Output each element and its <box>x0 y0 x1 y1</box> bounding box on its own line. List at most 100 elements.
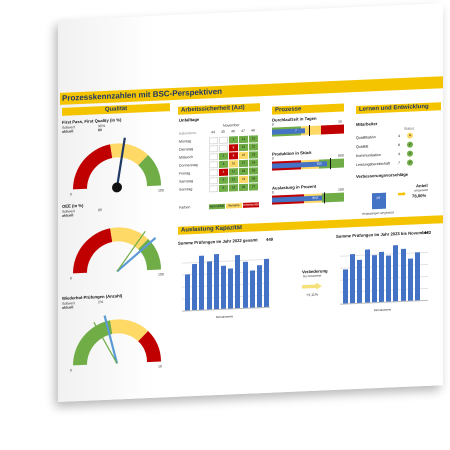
right-chart-plot <box>340 239 428 305</box>
heatmap-cell <box>209 169 218 177</box>
mitarbeiter-label: Mitarbeiter <box>356 121 378 127</box>
heatmap-day: Dienstag <box>179 147 194 152</box>
left-chart-bar <box>242 262 248 308</box>
right-chart-axis-label: Monatswerte <box>374 307 392 313</box>
gauge-needle <box>116 237 157 273</box>
gauge-min: 0 <box>70 276 72 281</box>
process-value: 500 <box>316 161 322 166</box>
heatmap-cell: 13 <box>229 184 238 192</box>
heatmap-cell: 18 <box>239 167 248 176</box>
left-chart-bar <box>185 274 190 311</box>
process-target-marker <box>329 158 331 170</box>
right-chart-bar <box>357 259 363 303</box>
left-chart-bar <box>228 268 234 309</box>
heatmap-day: Donnerstag <box>179 162 198 168</box>
gauge-segment <box>73 144 113 190</box>
left-chart-bar <box>257 265 262 308</box>
employee-row-value: 4 <box>398 134 400 139</box>
heatmap-cell: 21 <box>249 135 258 143</box>
gauge-hub <box>112 182 122 193</box>
heatmap-cell: 16 <box>239 151 248 160</box>
heatmap-cell: 8 <box>229 144 238 152</box>
heatmap-cell <box>209 177 218 185</box>
status-icon: ≡ <box>407 132 413 139</box>
heatmap-cell: 12 <box>229 176 238 184</box>
heatmap-legend-item: Arbeitsunfall <box>243 202 260 208</box>
heatmap-legend-item: Beinahe <box>226 202 242 209</box>
heatmap-day: Sonntag <box>179 187 193 192</box>
auslastung-panel: Summe Prüfungen im Jahr 2022 gesamt 449 Mo… <box>178 225 443 347</box>
heatmap-cell: 22 <box>249 143 258 151</box>
heatmap-cell <box>209 161 218 169</box>
left-chart-bar <box>199 255 205 310</box>
employee-row-value: 4 <box>398 152 400 157</box>
heatmap-cell: 11 <box>229 168 238 176</box>
status-icon: ✓ <box>407 141 413 148</box>
heatmap-cell: 6 <box>219 184 228 192</box>
left-chart-bar <box>221 265 226 309</box>
anteil-value: 78,00% <box>412 192 427 199</box>
status-label: Status <box>404 126 415 131</box>
process-title: Auslastung in Prozent <box>272 183 317 191</box>
right-chart-title: Summe Prüfungen im Jahr 2023 bis Novembe… <box>336 229 429 239</box>
lernen-panel: Mitarbeiter Status Qualifikation 4 ≡ Qualität… <box>356 112 441 226</box>
veraenderung-value: +3,11% <box>306 292 319 298</box>
left-chart-bar <box>206 261 212 310</box>
heatmap-cell: 20 <box>239 183 248 192</box>
process-title: Durchlaufzeit in Tagen <box>272 115 317 123</box>
process-min: 0 <box>272 122 274 127</box>
heatmap-cell: 9 <box>229 152 238 160</box>
heatmap-cell: 24 <box>249 159 258 167</box>
employee-row-label: Kommunikation <box>356 152 381 158</box>
gauge-title: OEE (in %) <box>62 202 84 209</box>
employee-row-value: 7 <box>398 161 400 166</box>
vorschlag-legend-2: umgesetzt <box>380 210 394 215</box>
gauge-target-needle <box>116 231 146 272</box>
gauge-needle <box>103 315 119 364</box>
gauge-chart <box>73 315 161 366</box>
vorschlag-legend-1: eingegangen <box>362 210 380 216</box>
gridline <box>182 258 270 264</box>
heatmap-week: 48 <box>251 128 255 133</box>
accident-heatmap: November Kalenderw. 44 45 46 47 48 Montag 1 14 21 D… <box>179 122 260 213</box>
process-band <box>322 192 344 203</box>
process-max: 100 <box>338 187 344 192</box>
heatmap-kw-label: Kalenderw. <box>179 130 197 136</box>
heatmap-cell: 25 <box>249 167 258 175</box>
heatmap-legend-label: Farben <box>179 205 191 210</box>
vorschlag-value: 19 <box>376 195 380 200</box>
left-chart-total: 449 <box>266 236 273 242</box>
status-icon: ✓ <box>407 159 413 166</box>
heatmap-cell: 3 <box>219 160 228 168</box>
anteil-sub: umgesetzt <box>414 187 428 193</box>
process-min: 0 <box>272 156 274 161</box>
process-target-marker <box>309 124 311 137</box>
heatmap-cell: 26 <box>249 175 258 183</box>
heatmap-cell <box>209 153 218 161</box>
heatmap-cell: 23 <box>249 151 258 159</box>
veraenderung-sub: bis November <box>303 273 322 279</box>
gauge-needle <box>115 137 126 188</box>
left-chart-title: Summe Prüfungen im Jahr 2022 gesamt <box>178 237 258 246</box>
right-chart-bar <box>364 249 370 303</box>
heatmap-week: 44 <box>211 130 215 135</box>
heatmap-cell: 15 <box>239 143 248 152</box>
employee-row: Leistungsbereitschaft 7 ✓ <box>356 159 416 170</box>
heatmap-cell: 10 <box>229 160 238 168</box>
process-min: 0 <box>272 190 274 195</box>
gauge-segment <box>73 228 113 274</box>
gauges-panel: First Pass, First Quality (in %) Sollwert… <box>58 3 443 372</box>
gauge-segment <box>110 319 149 342</box>
gauge-max: 100 <box>158 272 164 277</box>
veraenderung-arrow <box>302 282 322 290</box>
heatmap-cell <box>209 145 218 153</box>
heatmap-cell: 19 <box>239 175 248 184</box>
right-chart-total: 443 <box>424 229 431 236</box>
left-chart-bar <box>249 270 255 308</box>
gauge-sollwert: 2% <box>98 300 104 305</box>
gauge-segment <box>110 143 149 166</box>
employee-row-label: Qualität <box>356 144 369 149</box>
gauge-segment <box>73 320 113 366</box>
heatmap-cell: 1 <box>229 136 238 144</box>
prozesse-panel: Durchlaufzeit in Tagen 0 15 7 Produktion in … <box>272 114 346 227</box>
